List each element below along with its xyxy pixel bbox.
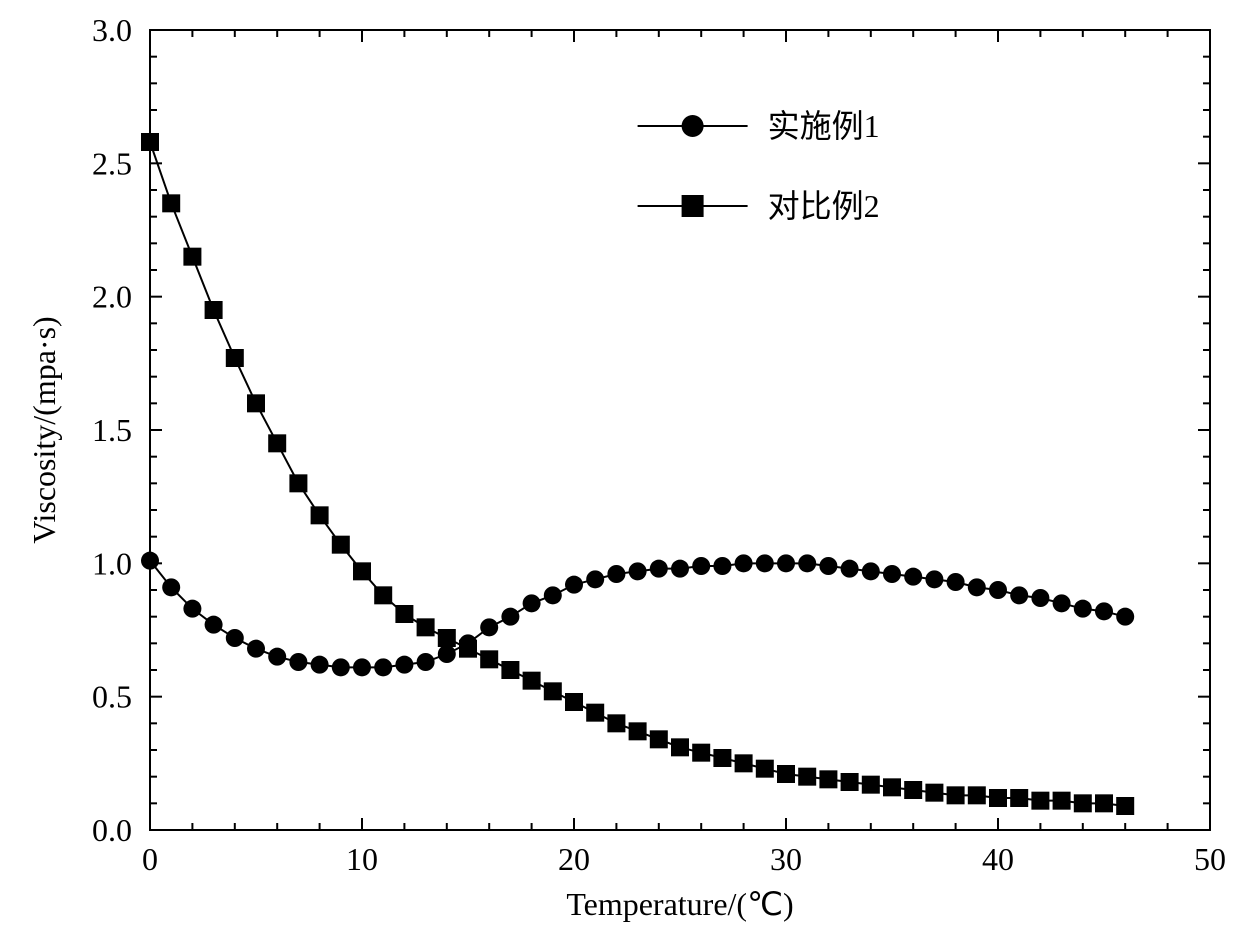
legend-item: 实施例1: [638, 108, 880, 144]
y-tick-label: 3.0: [92, 12, 132, 48]
y-tick-label: 2.5: [92, 145, 132, 181]
y-axis-label: Viscosity/(mpa·s): [26, 316, 62, 543]
x-tick-label: 20: [558, 841, 590, 877]
x-tick-label: 0: [142, 841, 158, 877]
viscosity-chart: 0 10 20 30 40 50 0.0 0.5 1.0 1.5 2.0 2.5 3.0 Temperat…: [0, 0, 1240, 937]
legend-label: 对比例2: [768, 188, 880, 224]
plot-frame: [150, 30, 1210, 830]
x-tick-label: 30: [770, 841, 802, 877]
legend-label: 实施例1: [768, 108, 880, 144]
y-tick-label: 0.5: [92, 679, 132, 715]
y-axis-ticks: 0.0 0.5 1.0 1.5 2.0 2.5 3.0: [92, 12, 1210, 848]
y-tick-label: 1.0: [92, 545, 132, 581]
legend: 实施例1 对比例2: [638, 108, 880, 224]
chart-svg: 0 10 20 30 40 50 0.0 0.5 1.0 1.5 2.0 2.5 3.0 Temperat…: [0, 0, 1240, 937]
y-tick-label: 2.0: [92, 279, 132, 315]
x-tick-label: 50: [1194, 841, 1226, 877]
x-axis-label: Temperature/(℃): [566, 886, 793, 922]
series-0: [141, 552, 1134, 677]
legend-item: 对比例2: [638, 188, 880, 224]
x-tick-label: 10: [346, 841, 378, 877]
series-line: [150, 142, 1125, 806]
x-tick-label: 40: [982, 841, 1014, 877]
y-tick-label: 1.5: [92, 412, 132, 448]
series-1: [141, 133, 1134, 815]
y-tick-label: 0.0: [92, 812, 132, 848]
